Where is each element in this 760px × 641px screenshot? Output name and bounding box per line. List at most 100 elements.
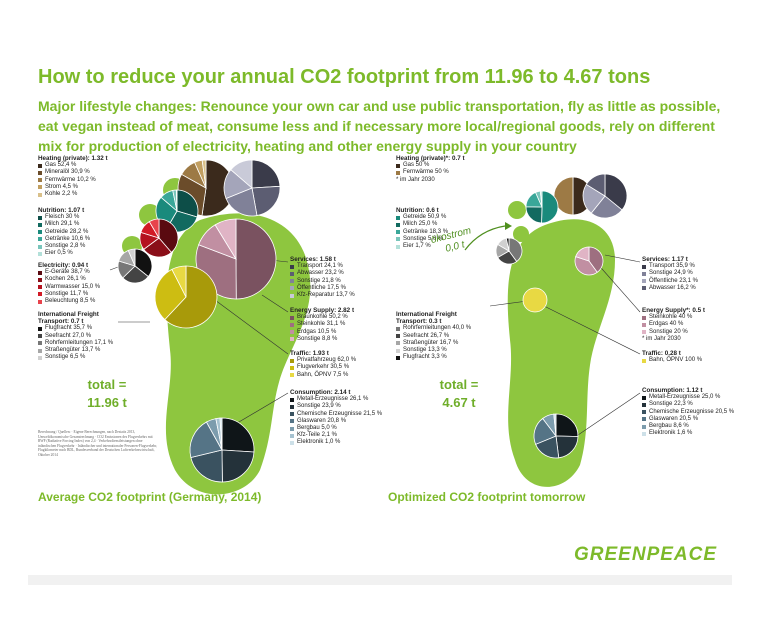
right-energy-pie [574, 246, 604, 276]
legend-item: Elektronik 1,6 % [642, 430, 734, 437]
legend-swatch [38, 251, 42, 256]
legend-label: Sonstige 2,8 % [45, 243, 86, 250]
legend-swatch [38, 192, 42, 197]
pie-slice [588, 246, 604, 273]
legend-label: Warmwasser 15,0 % [45, 283, 101, 290]
page-subtitle: Major lifestyle changes: Renounce your o… [38, 98, 721, 154]
legend-item: Mineralöl 30,9 % [38, 169, 108, 176]
legend-item: Milch 29,1 % [38, 221, 90, 228]
legend-label: Flugfracht 3,3 % [403, 354, 447, 361]
legend-label: Bergbau 5,0 % [297, 425, 337, 432]
oko-arrow-head [505, 222, 512, 230]
legend-swatch [38, 237, 42, 242]
legend-label: Sonstige 6,5 % [45, 354, 86, 361]
leader-line [577, 392, 641, 436]
total-value: 11.96 t [87, 395, 127, 410]
legend-item: Sonstige 8,8 % [290, 336, 354, 343]
legend-item: Getreide 50,9 % [396, 214, 448, 221]
legend-label: Kochen 26,1 % [45, 276, 86, 283]
left-freight-pie [117, 248, 153, 284]
legend-label: Rohrfernleitungen 40,0 % [403, 325, 472, 332]
pie-slice [201, 159, 207, 189]
legend-swatch [38, 334, 42, 339]
legend-swatch [290, 397, 294, 402]
legend-item: Abwasser 16,2 % [642, 285, 698, 292]
legend-item: Fernwärme 50 % [396, 169, 465, 176]
legend-label: Gas 50 % [403, 162, 430, 169]
leader-line [594, 260, 641, 313]
legend-swatch [396, 171, 400, 175]
pie-slice [539, 190, 543, 208]
legend-label: Transport 35,9 % [649, 263, 695, 270]
left-caption: Average CO2 footprint (Germany, 2014) [38, 490, 262, 504]
legend-swatch [38, 185, 42, 190]
legend-swatch [396, 215, 400, 220]
pie-slice [171, 265, 187, 298]
legend-item: Sonstige 5,0 % [396, 236, 448, 243]
legend-label: Glaswaren 20,8 % [297, 417, 347, 424]
legend-label: Privatfahrzeug 62,0 % [297, 357, 357, 364]
right-footprint-shape [507, 201, 615, 487]
legend-item: Kohle 2,2 % [38, 191, 108, 198]
legend-heading: International Freight Transport: 0.3 t [396, 311, 457, 326]
legend-heading: Electricity: 0.94 t [38, 262, 89, 269]
legend-label: Abwasser 23,2 % [297, 270, 344, 277]
legend-item: Fleisch 30 % [38, 214, 90, 221]
legend-heading: International Freight Transport: 0.7 t [38, 311, 99, 326]
legend-item: Glaswaren 20,8 % [290, 418, 382, 425]
pie-charts [117, 159, 628, 483]
legend-label: Chemische Erzeugnisse 21,5 % [297, 410, 383, 417]
legend-swatch [290, 358, 294, 363]
legend-label: Sonstige 11,7 % [45, 290, 89, 297]
pie-slice [230, 159, 253, 189]
pie-slice [175, 189, 178, 212]
legend-label: Sonstige 8,8 % [297, 335, 338, 342]
legend-heading: Consumption: 2.14 t [290, 389, 351, 396]
pie-slice [122, 265, 149, 284]
pie-slice [604, 173, 628, 211]
legend-swatch [38, 285, 42, 290]
pie-slice [235, 218, 277, 300]
legend-swatch [290, 441, 294, 446]
legend-swatch [642, 323, 646, 327]
legend-item: Sonstige 2,8 % [38, 243, 90, 250]
legend-swatch [642, 410, 646, 415]
legend-label: Flugverkehr 30,5 % [297, 364, 350, 371]
legend-item: Sonstige 23,9 % [290, 403, 382, 410]
legend-label: Milch 29,1 % [45, 221, 80, 228]
legend-note: * im Jahr 2030 [396, 176, 435, 183]
legend-label: Steinkohle 31,1 % [297, 321, 346, 328]
legend-swatch [38, 244, 42, 249]
legend-item: Fernwärme 10,2 % [38, 177, 108, 184]
legend-item: Sonstige 13,3 % [396, 347, 476, 354]
pie-slice [251, 159, 281, 189]
total-value: 4.67 t [442, 395, 476, 410]
legend-label: Steinkohle 40 % [649, 314, 693, 321]
legend-label: Beleuchtung 8,5 % [45, 298, 96, 305]
legend-label: Kfz-Reparatur 13,7 % [297, 292, 355, 299]
legend-swatch [290, 433, 294, 438]
pie-slice [219, 417, 223, 451]
right-nutrition-legend: Nutrition: 0.6 t Getreide 50,9 % Milch 25… [396, 207, 448, 250]
left-consumption-legend: Consumption: 2.14 t Metall-Erzeugnisse 2… [290, 389, 382, 447]
legend-item: Sonstige 24,9 % [642, 270, 698, 277]
legend-swatch [642, 424, 646, 429]
legend-item: Kfz-Reparatur 13,7 % [290, 292, 355, 299]
legend-item: Strom 4,5 % [38, 184, 108, 191]
pie-slice [176, 189, 199, 218]
legend-swatch [290, 264, 294, 269]
legend-swatch [290, 366, 294, 370]
legend-label: Sonstige 5,0 % [403, 235, 444, 242]
legend-item: Privatfahrzeug 62,0 % [290, 357, 356, 364]
pie-slice [189, 421, 223, 459]
legend-item: E-Geräte 38,7 % [38, 269, 100, 276]
legend-item: Beleuchtung 8,5 % [38, 298, 100, 305]
legend-heading: Energy Supply*: 0.5 t [642, 307, 705, 314]
pie-slice [590, 195, 623, 219]
legend-item: Eier 0,5 % [38, 250, 90, 257]
legend-swatch [290, 293, 294, 298]
legend-swatch [290, 419, 294, 424]
legend-swatch [396, 163, 400, 168]
left-electricity-pie [139, 218, 179, 258]
right-traffic-legend: Traffic: 0.28 t Bahn, ÖPNV 100 % [642, 350, 702, 364]
